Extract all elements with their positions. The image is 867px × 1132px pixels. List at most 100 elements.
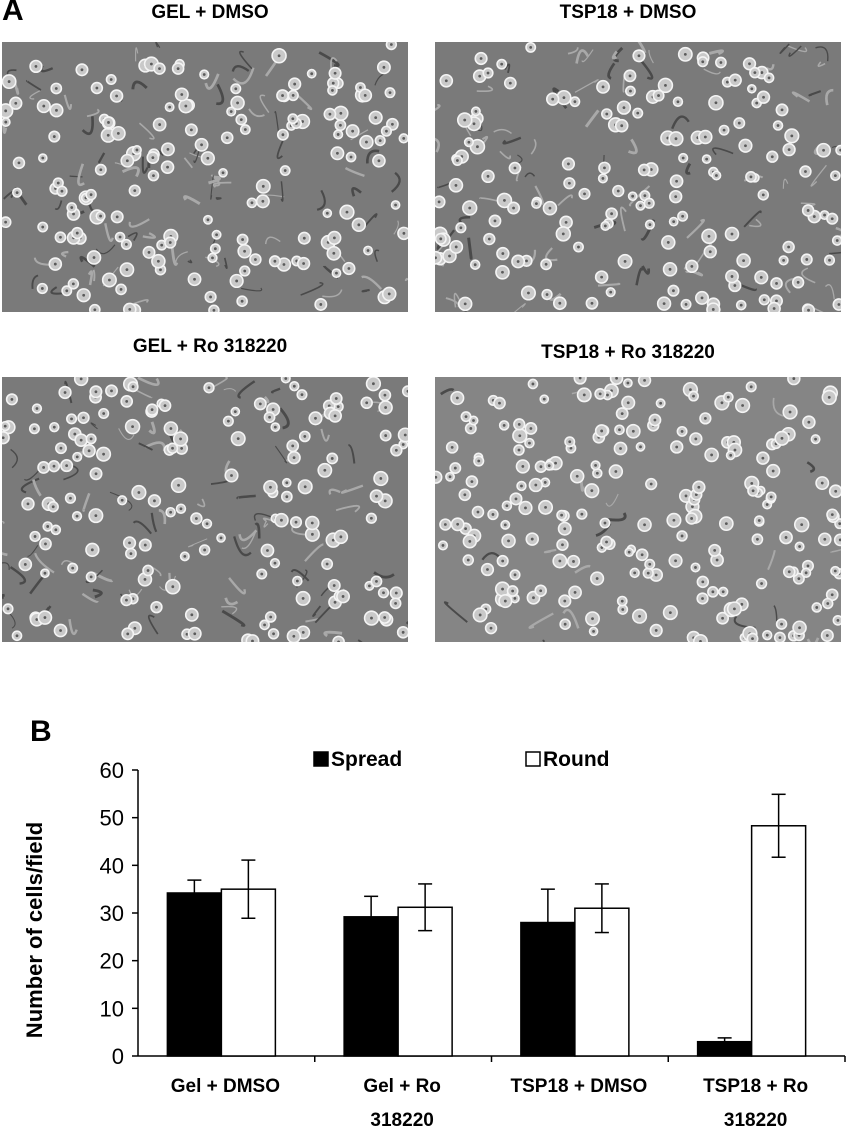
cell-process: [254, 522, 261, 539]
cell-nucleus: [643, 378, 646, 382]
cell-nucleus: [806, 209, 810, 212]
cell-process: [290, 569, 310, 582]
cell-nucleus: [780, 622, 783, 626]
cell-nucleus: [539, 465, 543, 469]
cell-nucleus: [782, 259, 785, 262]
cell-nucleus: [156, 259, 160, 263]
cell-nucleus: [684, 494, 688, 498]
cell-nucleus: [291, 117, 295, 121]
cell: [802, 303, 816, 312]
cell-nucleus: [59, 629, 62, 632]
cell-nucleus: [531, 382, 535, 386]
cell-nucleus: [517, 422, 521, 426]
cell-process: [357, 639, 363, 642]
cell-process: [270, 387, 281, 394]
cell-process: [584, 109, 600, 128]
cell-nucleus: [564, 220, 568, 224]
cell-nucleus: [168, 105, 172, 109]
cell-nucleus: [563, 622, 567, 626]
cell-nucleus: [804, 170, 807, 173]
cell-nucleus: [464, 415, 468, 419]
cell-nucleus: [205, 522, 209, 526]
cell-nucleus: [385, 129, 388, 133]
cell-nucleus: [177, 483, 180, 487]
cell-nucleus: [620, 124, 624, 128]
cell-nucleus: [623, 260, 627, 263]
cell-nucleus: [790, 134, 794, 138]
cell-process: [597, 282, 621, 287]
cell-nucleus: [303, 485, 307, 489]
cell-process: [322, 289, 343, 298]
cell-process: [440, 388, 455, 396]
cell-nucleus: [332, 584, 336, 587]
bar-round: [750, 825, 807, 1057]
cell-process: [54, 200, 63, 211]
cell-nucleus: [294, 520, 298, 524]
cell-nucleus: [295, 579, 299, 583]
cell-process: [253, 513, 274, 521]
cell-nucleus: [501, 559, 505, 563]
cell-nucleus: [292, 384, 296, 388]
cell-process: [128, 218, 150, 228]
cell-nucleus: [463, 118, 467, 122]
cell-nucleus: [310, 72, 314, 76]
cell-nucleus: [43, 571, 47, 575]
cell-process: [628, 185, 651, 207]
cell-process: [373, 571, 395, 579]
cell-nucleus: [472, 122, 476, 126]
cell-process: [118, 428, 135, 441]
cell-nucleus: [762, 95, 765, 99]
cell-nucleus: [770, 155, 774, 159]
cell-nucleus: [46, 525, 50, 528]
cell-nucleus: [263, 623, 266, 627]
cell-nucleus: [708, 250, 712, 254]
cell-nucleus: [402, 231, 406, 235]
cell-nucleus: [825, 634, 829, 637]
cell-nucleus: [594, 463, 597, 467]
cell-process: [240, 287, 263, 292]
cell-nucleus: [800, 523, 804, 526]
cell-nucleus: [598, 392, 602, 396]
cell-process: [77, 163, 85, 187]
cell-nucleus: [285, 495, 289, 499]
cell-process: [545, 247, 558, 262]
cell-nucleus: [269, 485, 272, 489]
cell-nucleus: [610, 212, 614, 216]
cell-nucleus: [180, 447, 184, 450]
cell-process: [148, 614, 159, 635]
cell-process: [635, 267, 645, 286]
cell-process: [208, 175, 222, 185]
cell-nucleus: [662, 302, 666, 306]
cell-nucleus: [721, 616, 724, 620]
cell-nucleus: [120, 498, 124, 502]
cell-process: [87, 270, 94, 286]
cell-nucleus: [839, 148, 841, 152]
cell-nucleus: [830, 593, 834, 597]
cell-nucleus: [339, 535, 343, 539]
cell-nucleus: [253, 258, 257, 261]
micrograph-texture: [2, 42, 408, 312]
cell-nucleus: [638, 614, 641, 618]
cell-process: [228, 577, 246, 595]
cell-nucleus: [674, 195, 678, 199]
cell-nucleus: [719, 61, 723, 64]
cell-nucleus: [15, 191, 19, 194]
cell-nucleus: [664, 83, 667, 87]
cell-nucleus: [516, 260, 520, 263]
cell-nucleus: [273, 425, 277, 429]
cell-nucleus: [301, 120, 304, 123]
cell-nucleus: [649, 482, 653, 486]
cell-process: [142, 232, 156, 239]
cell-nucleus: [787, 148, 791, 152]
cell-process: [121, 166, 140, 178]
cell-nucleus: [87, 449, 91, 453]
cell-process: [530, 138, 537, 155]
cell-nucleus: [206, 156, 210, 160]
cell-nucleus: [560, 513, 564, 517]
cell-nucleus: [639, 445, 642, 449]
cell-nucleus: [118, 235, 122, 239]
micrograph-gel-ro: [2, 377, 408, 642]
cell-nucleus: [643, 523, 646, 527]
cell-nucleus: [291, 94, 295, 97]
cell-nucleus: [648, 562, 652, 566]
